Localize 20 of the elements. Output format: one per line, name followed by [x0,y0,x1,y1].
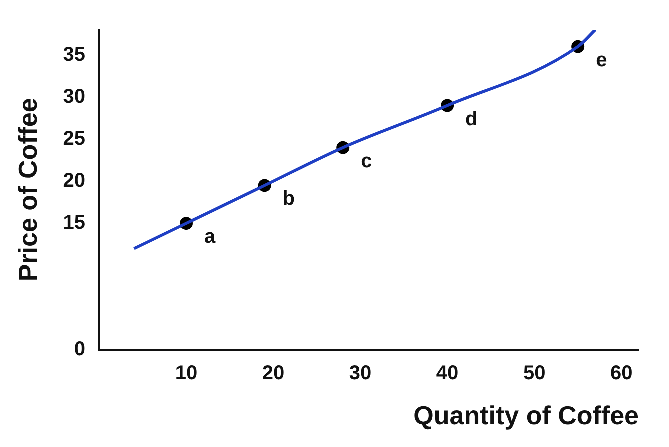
y-tick-label: 25 [63,128,86,150]
x-tick-label: 50 [523,362,546,384]
y-tick-label: 20 [63,170,86,192]
x-tick-label: 20 [262,362,285,384]
x-tick-label: 60 [610,362,633,384]
annotation: e [596,49,608,72]
annotation: b [282,188,296,210]
x-axis-title: Quantity of Coffee [414,400,639,431]
y-tick-label: 35 [63,44,86,66]
y-tick-label: 30 [63,86,86,108]
y-tick-label: 0 [74,338,86,360]
x-tick-label: 10 [175,362,198,384]
x-tick-label: 40 [436,362,459,384]
x-tick-label: 30 [349,362,372,384]
annotation: c [361,150,372,172]
annotation: d [466,108,478,130]
line-series [132,30,597,250]
annotation: a [204,226,216,248]
y-tick-label: 15 [63,212,86,234]
y-axis-title: Price of Coffee [12,98,43,282]
